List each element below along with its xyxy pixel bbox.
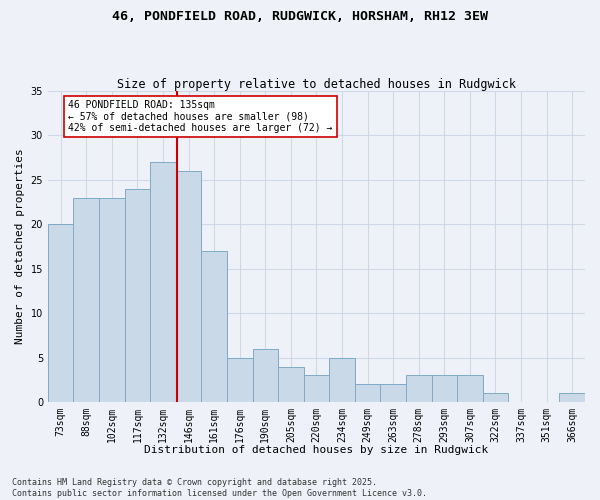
Bar — [559, 393, 585, 402]
Bar — [125, 189, 150, 402]
Bar — [176, 171, 202, 402]
Bar — [227, 358, 253, 402]
Bar — [355, 384, 380, 402]
Bar — [406, 376, 431, 402]
X-axis label: Distribution of detached houses by size in Rudgwick: Distribution of detached houses by size … — [145, 445, 488, 455]
Title: Size of property relative to detached houses in Rudgwick: Size of property relative to detached ho… — [117, 78, 516, 91]
Bar — [253, 349, 278, 402]
Bar — [304, 376, 329, 402]
Bar — [150, 162, 176, 402]
Bar — [99, 198, 125, 402]
Text: Contains HM Land Registry data © Crown copyright and database right 2025.
Contai: Contains HM Land Registry data © Crown c… — [12, 478, 427, 498]
Bar — [380, 384, 406, 402]
Bar — [431, 376, 457, 402]
Bar — [73, 198, 99, 402]
Bar — [278, 366, 304, 402]
Bar — [48, 224, 73, 402]
Bar — [329, 358, 355, 402]
Bar — [457, 376, 482, 402]
Bar — [202, 251, 227, 402]
Bar — [482, 393, 508, 402]
Y-axis label: Number of detached properties: Number of detached properties — [15, 148, 25, 344]
Text: 46, PONDFIELD ROAD, RUDGWICK, HORSHAM, RH12 3EW: 46, PONDFIELD ROAD, RUDGWICK, HORSHAM, R… — [112, 10, 488, 23]
Text: 46 PONDFIELD ROAD: 135sqm
← 57% of detached houses are smaller (98)
42% of semi-: 46 PONDFIELD ROAD: 135sqm ← 57% of detac… — [68, 100, 333, 133]
